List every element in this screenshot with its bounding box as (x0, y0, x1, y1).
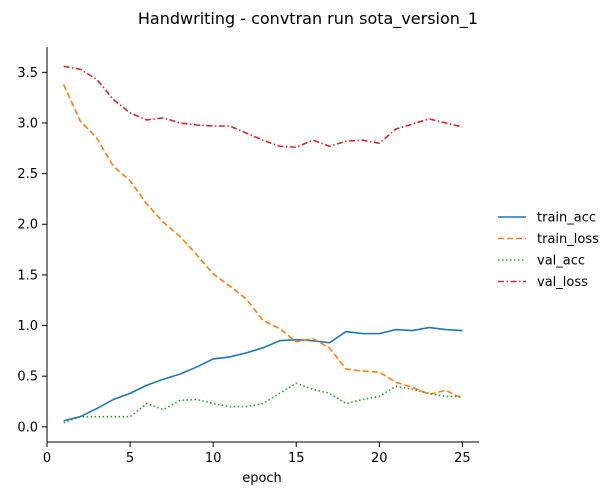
y-tick-label: 1.5 (17, 268, 38, 283)
x-tick-label: 20 (371, 451, 388, 466)
chart-title: Handwriting - convtran run sota_version_… (138, 9, 478, 29)
x-tick-label: 5 (126, 451, 134, 466)
series-line-val-acc (63, 382, 463, 424)
y-tick-label: 2.5 (17, 167, 38, 182)
y-tick-label: 3.0 (17, 116, 38, 131)
series-line-train-loss (62, 84, 463, 400)
x-tick-label: 10 (205, 451, 222, 466)
y-tick-label: 2.0 (17, 218, 38, 233)
legend: train_acc train_loss val_acc val_loss (498, 211, 599, 290)
y-tick-label: 0.5 (17, 370, 38, 385)
plot-area: 0 5 10 15 20 25 0.0 0.5 1.0 1.5 2.0 2.5 3.0 3.5 (17, 47, 479, 466)
legend-label-val-loss: val_loss (537, 275, 588, 290)
x-tick-label: 0 (43, 451, 51, 466)
series-line-val-loss (63, 65, 463, 149)
y-tick-label: 1.0 (17, 319, 38, 334)
y-tick-label: 3.5 (17, 66, 38, 81)
y-tick-label: 0.0 (17, 420, 38, 435)
legend-label-val-acc: val_acc (537, 254, 585, 269)
legend-label-train-acc: train_acc (537, 211, 596, 226)
x-tick-label: 15 (288, 451, 305, 466)
x-tick-label: 25 (454, 451, 471, 466)
series-line-train-acc (63, 326, 463, 422)
legend-label-train-loss: train_loss (537, 232, 599, 247)
x-axis-label: epoch (242, 471, 282, 486)
